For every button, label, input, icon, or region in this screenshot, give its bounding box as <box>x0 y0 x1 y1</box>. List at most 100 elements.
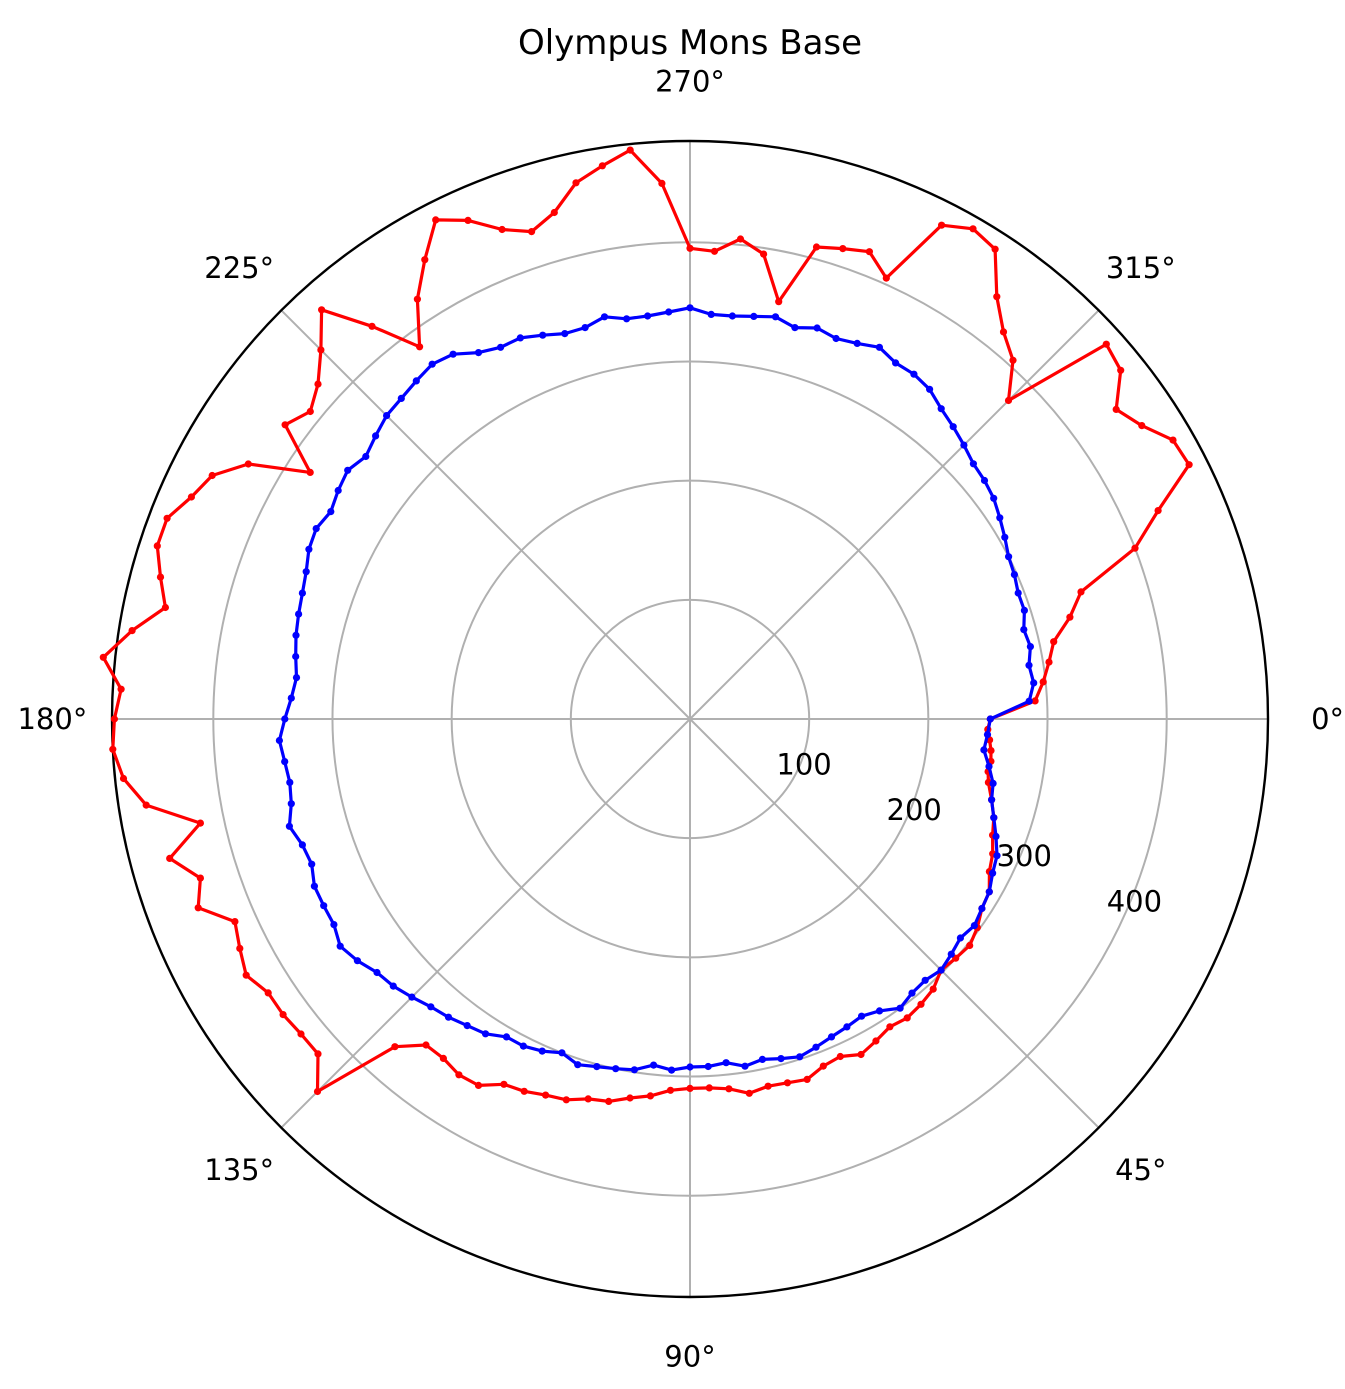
series-1-point-119 <box>1045 658 1053 666</box>
series-2-point-55 <box>285 822 293 830</box>
series-2-point-14 <box>947 950 955 958</box>
series-1-point-49 <box>297 1030 305 1038</box>
series-1-point-67 <box>156 573 165 581</box>
series-1-point-95 <box>760 250 768 258</box>
series-1-point-65 <box>128 627 136 635</box>
series-1-point-97 <box>812 243 821 251</box>
series-2-point-6 <box>990 814 998 822</box>
series-2-point-54 <box>298 841 306 849</box>
series-2-point-107 <box>980 476 989 485</box>
series-1-point-34 <box>646 1092 655 1100</box>
series-1-point-41 <box>500 1080 508 1088</box>
theta-tick-label: 90° <box>664 1340 715 1374</box>
series-1-point-58 <box>196 819 204 827</box>
series-2-point-115 <box>1020 626 1028 634</box>
series-2-point-106 <box>969 460 978 468</box>
series-1-point-60 <box>119 774 128 783</box>
series-1-point-96 <box>775 298 783 306</box>
series-1-point-94 <box>736 235 745 243</box>
series-2-point-11 <box>978 904 986 913</box>
series-2-point-40 <box>502 1033 511 1041</box>
series-1-point-62 <box>110 715 118 723</box>
series-1-point-85 <box>498 225 506 234</box>
series-1-point-84 <box>464 216 472 224</box>
series-2-point-7 <box>992 832 1000 841</box>
series-1-point-66 <box>161 603 169 612</box>
series-1-point-51 <box>264 989 272 997</box>
series-1-point-61 <box>109 745 117 753</box>
series-2-point-71 <box>334 486 342 495</box>
series-1-point-115 <box>1131 544 1139 552</box>
series-2-point-15 <box>937 966 945 974</box>
series-2-point-96 <box>813 324 821 332</box>
series-1-point-22 <box>872 1037 880 1045</box>
series-2-point-33 <box>630 1066 639 1074</box>
series-1-point-116 <box>1077 588 1085 596</box>
series-1-point-48 <box>314 1050 322 1058</box>
series-2-point-108 <box>990 494 998 502</box>
series-1-point-118 <box>1050 638 1058 646</box>
series-1-point-87 <box>550 208 558 217</box>
series-1-point-76 <box>314 380 322 388</box>
series-2-point-73 <box>362 452 370 461</box>
series-1-point-111 <box>1138 422 1146 430</box>
r-tick-label: 400 <box>1107 884 1162 918</box>
series-1-point-99 <box>865 248 874 256</box>
series-2-point-82 <box>516 334 524 342</box>
series-1-point-75 <box>306 407 314 416</box>
series-1-point-109 <box>1117 366 1125 374</box>
series-2-point-72 <box>344 466 352 474</box>
series-2-point-30 <box>686 1063 694 1071</box>
series-2-point-84 <box>561 330 569 338</box>
series-2-point-23 <box>812 1043 820 1051</box>
series-line-1 <box>101 148 1191 1103</box>
series-2-point-31 <box>668 1066 676 1074</box>
series-1-point-110 <box>1112 405 1120 413</box>
series-2-point-77 <box>412 377 420 385</box>
series-1-point-32 <box>686 1084 694 1092</box>
series-2-point-44 <box>427 1003 435 1011</box>
series-2-point-110 <box>1001 533 1009 541</box>
label-layer: 0° 45° 90° 135° 180° 225° 270° 315° 100 200 300 400 <box>17 64 1344 1373</box>
series-2-point-35 <box>593 1063 601 1071</box>
series-1-point-103 <box>991 245 999 253</box>
series-1-point-19 <box>917 1000 925 1008</box>
series-1-point-33 <box>666 1086 675 1094</box>
series-1-point-108 <box>1102 340 1110 348</box>
series-2-point-102 <box>926 385 934 393</box>
series-2-point-28 <box>722 1059 730 1067</box>
series-1-point-43 <box>455 1071 463 1079</box>
series-2-point-98 <box>853 339 861 347</box>
theta-tick-label: 225° <box>204 251 274 285</box>
theta-gridline-135 <box>280 718 691 1129</box>
series-1-point-55 <box>194 904 202 912</box>
series-1-point-121 <box>1031 697 1039 705</box>
series-2-point-53 <box>308 860 316 868</box>
series-2-point-111 <box>1005 553 1013 561</box>
series-1-point-64 <box>99 653 107 661</box>
series-2-point-38 <box>538 1047 546 1055</box>
series-2-point-47 <box>373 968 381 977</box>
series-1-point-26 <box>803 1075 811 1083</box>
series-1-point-100 <box>882 274 890 282</box>
series-2-point-87 <box>623 315 631 323</box>
series-1-point-80 <box>416 343 424 351</box>
series-2-point-91 <box>707 310 715 318</box>
series-2-point-13 <box>956 934 965 942</box>
series-1-point-50 <box>279 1011 287 1019</box>
series-1-point-45 <box>422 1041 430 1049</box>
series-2-point-94 <box>771 313 780 321</box>
series-2-point-104 <box>949 423 957 431</box>
series-1-point-91 <box>658 179 666 187</box>
theta-gridline-225 <box>280 309 691 720</box>
series-1-point-71 <box>208 471 216 480</box>
series-2-point-4 <box>989 779 997 788</box>
series-2-point-12 <box>970 922 979 930</box>
series-2-point-58 <box>281 758 289 766</box>
series-2-point-113 <box>1014 589 1022 597</box>
series-1-point-36 <box>605 1097 613 1105</box>
series-2-point-50 <box>330 921 338 929</box>
series-1-point-93 <box>710 247 719 255</box>
series-2-point-117 <box>1025 661 1033 669</box>
series-1-point-25 <box>819 1062 827 1070</box>
